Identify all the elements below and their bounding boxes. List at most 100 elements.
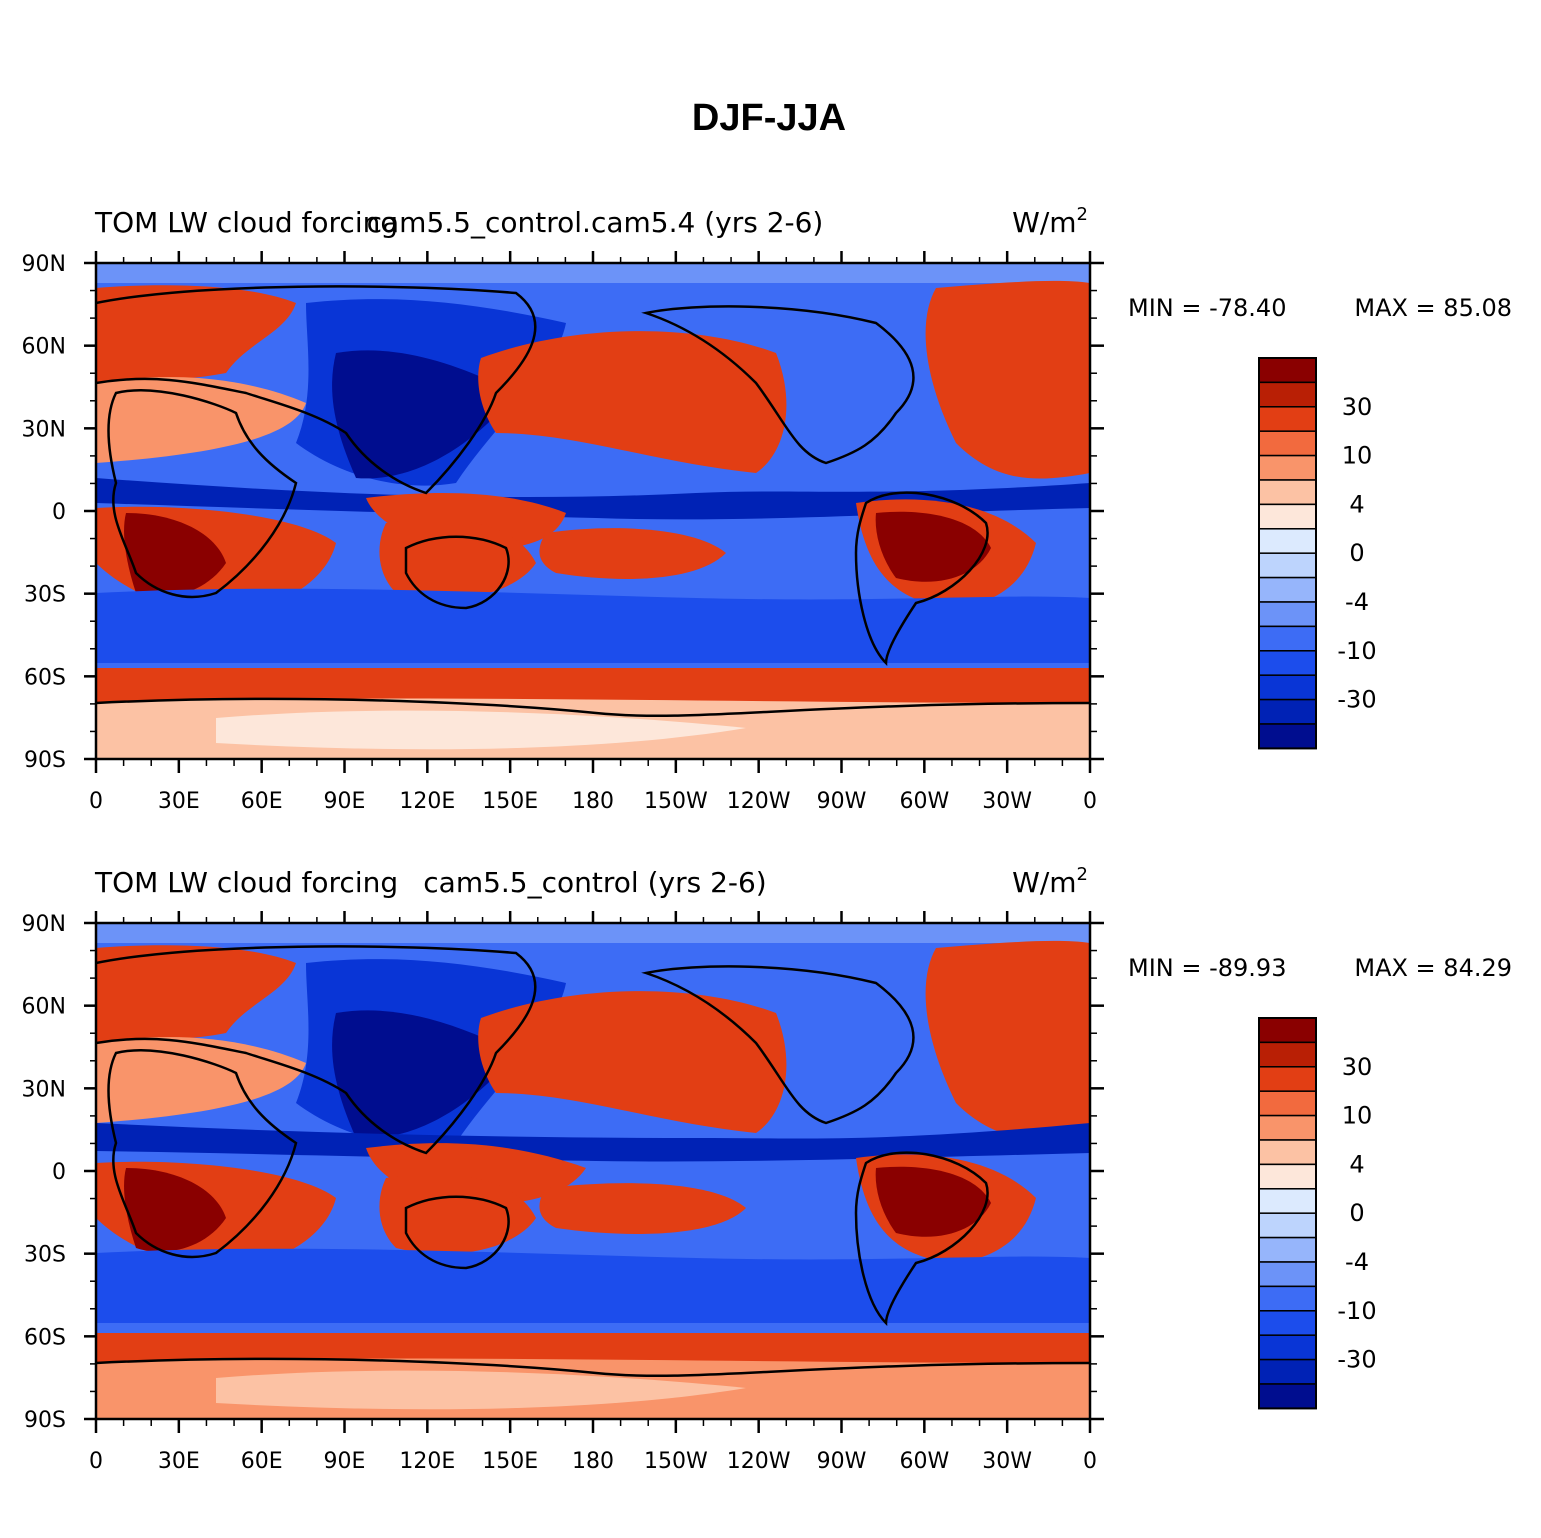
- lon-tick-label: 60W: [899, 1449, 949, 1474]
- colorbar-swatch: [1258, 1090, 1317, 1117]
- coast-eurasia: [96, 285, 537, 495]
- field-asia-deep: [332, 350, 516, 479]
- panel-top-center-label: cam5.5_control.cam5.4 (yrs 2-6): [367, 206, 824, 239]
- colorbar-label: -10: [1337, 637, 1376, 665]
- colorbar-swatch: [1258, 1163, 1317, 1190]
- lat-tick-label: 90N: [22, 912, 66, 937]
- colorbar-swatch: [1258, 1017, 1317, 1044]
- panel-bottom-min-label: MIN = -89.93: [1128, 954, 1286, 982]
- colorbar-swatch: [1258, 1139, 1317, 1166]
- lon-tick-label: 180: [572, 1449, 614, 1474]
- panel-top-min-label: MIN = -78.40: [1128, 294, 1286, 322]
- colorbar-swatch: [1258, 503, 1317, 530]
- colorbar-swatch: [1258, 1212, 1317, 1239]
- colorbar-swatch: [1258, 1114, 1317, 1141]
- panel-bottom-center-label: cam5.5_control (yrs 2-6): [423, 866, 766, 899]
- colorbar-label: -4: [1345, 588, 1369, 616]
- coast-australia: [404, 535, 510, 610]
- field-mediterranean: [96, 1037, 306, 1123]
- colorbar-label: 4: [1349, 1150, 1364, 1178]
- lat-tick-label: 30S: [24, 1243, 66, 1268]
- panel-bottom-max-label: MAX = 84.29: [1354, 954, 1512, 982]
- colorbar-frame: [1258, 1017, 1317, 1410]
- field-australia: [379, 519, 536, 599]
- colorbar-swatch: [1258, 479, 1317, 506]
- lon-tick-label: 0: [1083, 1449, 1097, 1474]
- lat-tick-label: 60S: [24, 1325, 66, 1350]
- panel-bottom-left-label: TOM LW cloud forcing: [94, 866, 398, 899]
- panel-top-max-label: MAX = 85.08: [1354, 294, 1512, 322]
- figure-title: DJF-JJA: [692, 97, 846, 139]
- colorbar-swatch: [1258, 357, 1317, 384]
- colorbar-swatch: [1258, 1285, 1317, 1312]
- lon-tick-label: 120E: [399, 789, 455, 814]
- field-antarctica-core: [216, 710, 746, 750]
- lon-tick-label: 30E: [158, 1449, 200, 1474]
- lon-ticks-bottom: 0 30E 60E 90E 120E 150E 180 150W 120W 90W 60W 30W 0: [89, 911, 1097, 1474]
- panel-top-units: W/m2: [1012, 204, 1088, 239]
- field-s-pacific: [539, 528, 726, 579]
- colorbar-label: 0: [1349, 539, 1364, 567]
- lon-tick-label: 90W: [817, 789, 867, 814]
- field-arctic: [96, 263, 1090, 283]
- lat-tick-label: 90N: [22, 252, 66, 277]
- coast-africa: [107, 1049, 298, 1259]
- field-n-pacific: [478, 991, 787, 1133]
- lon-tick-label: 30W: [982, 789, 1032, 814]
- coast-australia: [404, 1195, 510, 1270]
- field-antarctic-ring: [96, 668, 1090, 708]
- colorbar-swatch: [1258, 1358, 1317, 1385]
- panel-top-units-sup: 2: [1077, 204, 1088, 225]
- lat-ticks-bottom: 90N 60N 30N 0 30S 60S 90S: [22, 912, 1104, 1433]
- lon-tick-label: 90E: [324, 789, 366, 814]
- coast-antarctica: [96, 1357, 1090, 1378]
- coast-eurasia: [96, 945, 537, 1155]
- colorbar-swatch: [1258, 406, 1317, 432]
- colorbar-swatch: [1258, 674, 1317, 701]
- lon-tick-label: 150E: [482, 1449, 538, 1474]
- colorbar-label: -4: [1345, 1248, 1369, 1276]
- lon-tick-label: 120E: [399, 1449, 455, 1474]
- colorbar-swatch: [1258, 1066, 1317, 1092]
- field-africa-core: [124, 1168, 226, 1252]
- lat-tick-label: 60S: [24, 665, 66, 690]
- coastlines: [96, 945, 1090, 1378]
- colorbar-swatch: [1258, 1310, 1317, 1336]
- colorbar-swatch: [1258, 1041, 1317, 1068]
- colorbar-label: -10: [1337, 1297, 1376, 1325]
- colorbar-label: 4: [1349, 490, 1364, 518]
- colorbar-label: 30: [1342, 393, 1373, 421]
- colorbar-label: -30: [1337, 686, 1376, 714]
- colorbar-label: -30: [1337, 1346, 1376, 1374]
- colorbar-swatch: [1258, 601, 1317, 628]
- map-panel-top: [96, 263, 1090, 759]
- colorbar-swatch: [1258, 430, 1317, 457]
- coastlines: [96, 285, 1090, 718]
- lon-tick-label: 180: [572, 789, 614, 814]
- lon-tick-label: 60W: [899, 789, 949, 814]
- colorbar-swatch: [1258, 381, 1317, 408]
- field-n-atlantic-europe: [96, 945, 296, 1053]
- map-panel-bottom: [96, 923, 1090, 1419]
- coast-south-america: [854, 1151, 989, 1327]
- field-southern-ocean: [96, 588, 1090, 663]
- field-antarctica-core: [216, 1370, 746, 1410]
- panel-top: TOM LW cloud forcing cam5.5_control.cam5…: [22, 204, 1512, 814]
- panel-bottom-units: W/m2: [1012, 864, 1088, 899]
- lon-tick-label: 90W: [817, 1449, 867, 1474]
- lon-tick-label: 120W: [727, 789, 791, 814]
- field-atlantic-east: [925, 280, 1090, 479]
- lat-tick-label: 30N: [22, 417, 66, 442]
- colorbar-swatch: [1258, 625, 1317, 652]
- colorbar-swatch: [1258, 528, 1317, 554]
- colorbar-swatch: [1258, 1383, 1317, 1410]
- colorbar-label: 10: [1342, 442, 1373, 470]
- colorbar-swatch: [1258, 576, 1317, 603]
- coast-south-america: [854, 491, 989, 667]
- field-southern-ocean: [96, 1248, 1090, 1323]
- colorbar-swatch: [1258, 698, 1317, 725]
- field-n-pacific: [478, 331, 787, 473]
- field-mediterranean: [96, 377, 306, 463]
- colorbar-swatch: [1258, 1188, 1317, 1214]
